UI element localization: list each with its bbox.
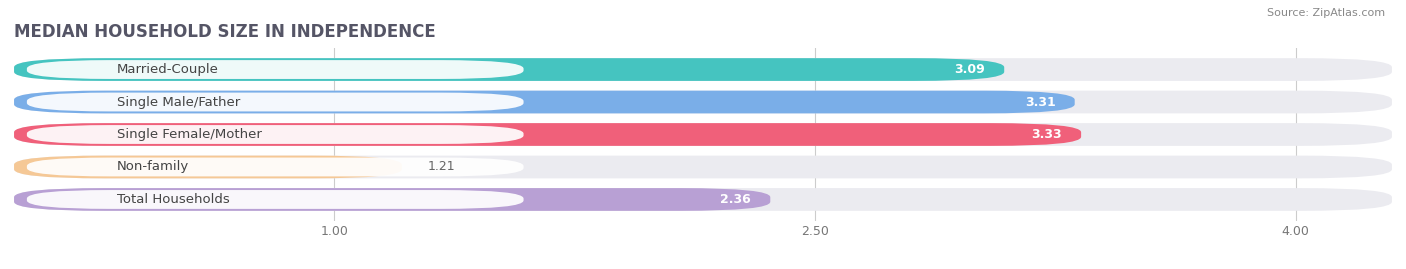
Text: 2.36: 2.36: [720, 193, 751, 206]
Text: Single Female/Mother: Single Female/Mother: [117, 128, 262, 141]
FancyBboxPatch shape: [14, 123, 1081, 146]
FancyBboxPatch shape: [14, 91, 1392, 114]
FancyBboxPatch shape: [14, 155, 402, 178]
Text: Source: ZipAtlas.com: Source: ZipAtlas.com: [1267, 8, 1385, 18]
Text: Single Male/Father: Single Male/Father: [117, 95, 240, 108]
FancyBboxPatch shape: [14, 58, 1392, 81]
FancyBboxPatch shape: [27, 93, 523, 111]
Text: Total Households: Total Households: [117, 193, 229, 206]
FancyBboxPatch shape: [14, 155, 1392, 178]
FancyBboxPatch shape: [27, 125, 523, 144]
FancyBboxPatch shape: [27, 60, 523, 79]
Text: Non-family: Non-family: [117, 161, 188, 174]
FancyBboxPatch shape: [14, 123, 1392, 146]
Text: 3.09: 3.09: [955, 63, 986, 76]
FancyBboxPatch shape: [14, 188, 770, 211]
FancyBboxPatch shape: [14, 91, 1074, 114]
Text: MEDIAN HOUSEHOLD SIZE IN INDEPENDENCE: MEDIAN HOUSEHOLD SIZE IN INDEPENDENCE: [14, 23, 436, 41]
Text: 3.33: 3.33: [1031, 128, 1062, 141]
Text: 1.21: 1.21: [427, 161, 456, 174]
FancyBboxPatch shape: [27, 158, 523, 176]
Text: 3.31: 3.31: [1025, 95, 1056, 108]
FancyBboxPatch shape: [14, 188, 1392, 211]
FancyBboxPatch shape: [27, 190, 523, 209]
FancyBboxPatch shape: [14, 58, 1004, 81]
Text: Married-Couple: Married-Couple: [117, 63, 218, 76]
